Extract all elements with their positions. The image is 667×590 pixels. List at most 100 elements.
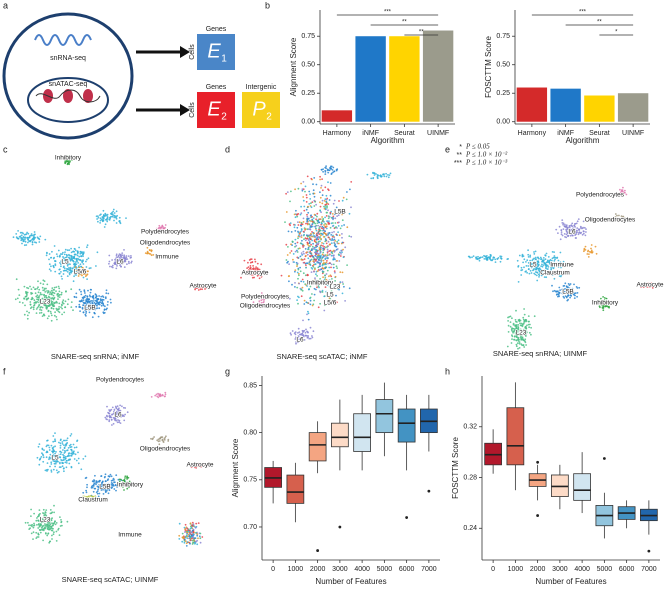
umap-point — [122, 256, 125, 258]
umap-point — [103, 476, 106, 479]
umap-point — [64, 251, 66, 254]
umap-point — [69, 443, 72, 446]
umap-point — [68, 257, 70, 260]
umap-point — [286, 261, 288, 264]
umap-point — [66, 271, 69, 273]
umap-point — [84, 309, 86, 312]
umap-point — [319, 246, 322, 249]
umap-point — [37, 237, 40, 240]
umap-point — [525, 270, 527, 272]
umap-point — [111, 264, 114, 267]
umap-point — [328, 279, 331, 282]
umap-point — [560, 233, 563, 236]
umap-point — [64, 161, 67, 164]
umap-point — [326, 269, 329, 272]
umap-point — [29, 239, 32, 242]
umap-point — [328, 250, 331, 253]
umap-point — [339, 271, 342, 273]
umap-point — [519, 322, 521, 325]
umap-point — [51, 522, 53, 525]
umap-point — [299, 232, 301, 235]
umap-point — [95, 295, 98, 298]
umap-point — [297, 237, 299, 240]
umap-point — [342, 196, 345, 199]
umap-point — [45, 297, 48, 299]
umap-point — [516, 342, 519, 345]
umap-point — [150, 437, 152, 440]
umap-point — [310, 258, 313, 261]
umap-point — [290, 190, 292, 193]
umap-point — [319, 205, 322, 208]
umap-point — [330, 266, 332, 269]
umap-point — [74, 266, 77, 269]
umap-point — [587, 249, 590, 252]
umap-point — [594, 245, 597, 248]
umap-point — [338, 234, 341, 237]
umap-point — [73, 295, 76, 298]
umap-point — [36, 294, 39, 297]
umap-point — [157, 392, 159, 395]
umap-point — [43, 296, 46, 298]
umap-point — [300, 252, 303, 255]
umap-point — [70, 448, 73, 451]
umap-point — [101, 295, 104, 297]
cluster-label: L5 — [326, 292, 334, 299]
umap-point — [307, 211, 310, 214]
umap-point — [263, 299, 265, 301]
umap-point — [383, 175, 386, 178]
umap-point — [323, 205, 325, 208]
umap-point — [298, 274, 300, 277]
umap-point — [309, 303, 312, 306]
umap-point — [304, 228, 307, 230]
umap-point — [331, 278, 333, 280]
umap-point — [312, 266, 315, 268]
umap-point — [333, 231, 335, 233]
umap-point — [343, 224, 345, 226]
umap-point — [47, 533, 49, 535]
umap-point — [388, 174, 391, 177]
umap-point — [38, 312, 41, 314]
umap-point — [575, 233, 577, 236]
umap-point — [87, 303, 90, 306]
umap-point — [294, 238, 297, 241]
umap-point — [146, 250, 149, 253]
umap-point — [312, 242, 314, 245]
umap-point — [528, 268, 530, 270]
umap-point — [85, 266, 88, 268]
umap-point — [53, 450, 56, 453]
umap-point — [59, 450, 61, 453]
umap-point — [240, 276, 242, 279]
umap-point — [91, 301, 94, 304]
umap-point — [324, 281, 326, 284]
umap-point — [333, 284, 336, 287]
umap-point — [289, 332, 292, 335]
umap-point — [311, 235, 313, 238]
umap-point — [250, 258, 253, 260]
umap-point — [60, 519, 62, 521]
umap-point — [86, 295, 89, 298]
umap-point — [53, 245, 56, 247]
umap-point — [314, 251, 316, 254]
umap-point — [41, 306, 44, 309]
outlier — [536, 514, 540, 517]
umap-point — [73, 268, 76, 271]
umap-point — [94, 482, 96, 485]
umap-point — [299, 270, 302, 273]
umap-point — [67, 160, 70, 162]
umap-point — [36, 517, 38, 519]
umap-point — [194, 537, 196, 539]
umap-point — [108, 254, 111, 257]
umap-point — [301, 189, 304, 192]
umap-point — [124, 477, 126, 479]
umap-point — [58, 272, 61, 275]
umap-point — [47, 304, 49, 307]
umap-point — [543, 269, 545, 272]
umap-point — [557, 266, 560, 268]
umap-point — [63, 253, 66, 256]
umap-point — [300, 224, 303, 227]
umap-point — [333, 199, 336, 202]
umap-point — [46, 439, 48, 442]
umap-point — [41, 525, 44, 527]
bar — [550, 88, 581, 122]
